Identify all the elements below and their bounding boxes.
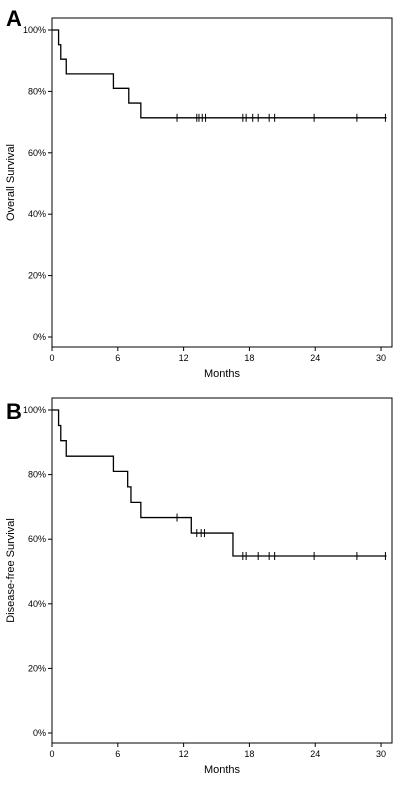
x-tick-label: 18	[244, 749, 254, 759]
plot-frame	[51, 17, 393, 348]
y-tick-label: 20%	[28, 663, 46, 673]
x-tick-label: 6	[115, 749, 120, 759]
panel-b-disease-free-survival: B 0% 20% 40% 60% 80% 100% 0 6 12 18 24 30 Months Disea…	[5, 397, 393, 776]
y-tick-label: 20%	[28, 271, 46, 281]
y-tick-label: 0%	[33, 728, 46, 738]
x-tick-label: 24	[310, 353, 320, 363]
y-tick-label: 60%	[28, 534, 46, 544]
y-tick-label: 0%	[33, 332, 46, 342]
panel-letter: B	[6, 399, 22, 424]
y-tick-label: 100%	[23, 25, 46, 35]
y-axis-title: Disease-free Survival	[5, 518, 17, 623]
panel-a-overall-survival: A 0% 20% 40% 60% 80% 100% 0 6 12 18 24 30 Months Overa…	[5, 6, 393, 380]
survival-curve	[52, 409, 387, 557]
x-tick-label: 24	[310, 749, 320, 759]
x-tick-label: 30	[376, 353, 386, 363]
x-tick-label: 0	[49, 749, 54, 759]
x-tick-label: 0	[49, 353, 54, 363]
panel-letter: A	[6, 6, 22, 31]
y-tick-label: 60%	[28, 148, 46, 158]
plot-frame	[51, 397, 393, 744]
y-tick-label: 80%	[28, 86, 46, 96]
x-tick-label: 12	[179, 749, 189, 759]
y-tick-label: 40%	[28, 599, 46, 609]
y-tick-label: 100%	[23, 405, 46, 415]
x-axis-title: Months	[204, 368, 241, 380]
x-tick-label: 18	[244, 353, 254, 363]
survival-curve	[52, 29, 387, 119]
x-tick-label: 12	[179, 353, 189, 363]
y-tick-label: 80%	[28, 470, 46, 480]
x-axis-title: Months	[204, 764, 241, 776]
y-tick-label: 40%	[28, 209, 46, 219]
x-tick-label: 6	[115, 353, 120, 363]
y-axis-title: Overall Survival	[5, 144, 17, 221]
x-tick-label: 30	[376, 749, 386, 759]
